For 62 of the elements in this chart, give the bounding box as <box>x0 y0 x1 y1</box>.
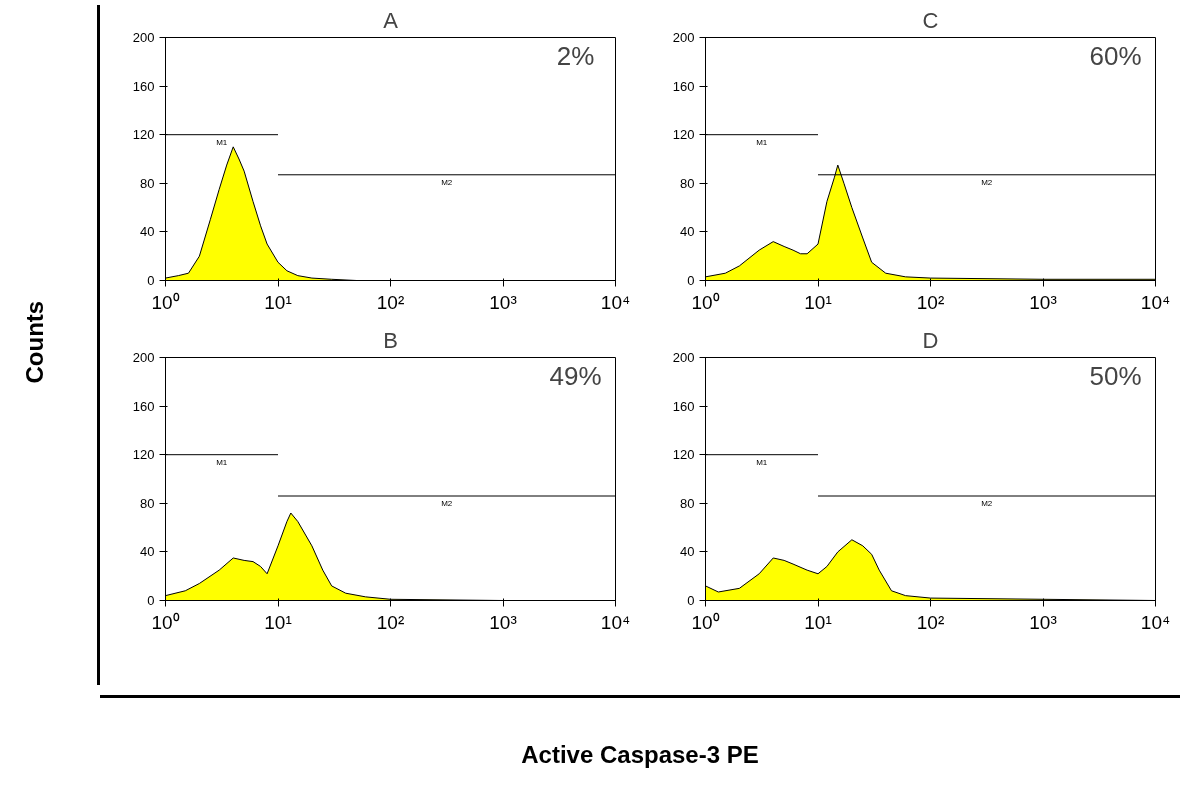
y-tick-label: 40 <box>680 544 695 560</box>
y-tick-label: 120 <box>132 127 155 143</box>
y-tick-label: 0 <box>147 273 155 288</box>
series-label: M1 <box>216 457 228 467</box>
y-tick-label: 200 <box>672 350 695 365</box>
x-tick-label: 10¹ <box>804 611 832 633</box>
chart-title: D <box>922 327 939 353</box>
y-tick-label: 40 <box>140 224 155 240</box>
x-tick-label: 10¹ <box>804 291 832 313</box>
x-tick-label: 10³ <box>1029 611 1057 633</box>
y-tick-label: 200 <box>132 30 155 45</box>
x-tick-label: 10⁰ <box>691 611 720 633</box>
series-label: M2 <box>441 177 453 187</box>
x-tick-label: 10⁰ <box>151 291 180 313</box>
y-tick-label: 160 <box>132 398 155 414</box>
x-tick-label: 10² <box>376 611 405 633</box>
x-tick-label: 10² <box>916 611 945 633</box>
y-tick-label: 120 <box>672 447 695 463</box>
series-label: M1 <box>756 457 768 467</box>
y-tick-label: 40 <box>140 544 155 560</box>
annotation: 60% <box>1089 40 1142 71</box>
chart-title: C <box>922 7 939 33</box>
y-tick-label: 80 <box>140 495 155 511</box>
y-tick-label: 120 <box>672 127 695 143</box>
text: Counts <box>19 299 49 386</box>
x-tick-label: 10¹ <box>264 291 292 313</box>
series-label: M2 <box>981 499 993 509</box>
series-label: M2 <box>441 499 453 509</box>
annotation: 2% <box>556 40 595 71</box>
series-label: M2 <box>981 177 993 187</box>
text: Active Caspase-3 PE <box>100 695 1180 785</box>
x-tick-label: 10² <box>376 291 405 313</box>
y-tick-label: 160 <box>672 398 695 414</box>
y-tick-label: 200 <box>132 350 155 365</box>
x-tick-label: 10⁰ <box>691 291 720 313</box>
y-tick-label: 0 <box>687 593 695 608</box>
y-tick-label: 160 <box>132 78 155 94</box>
x-tick-label: 10⁴ <box>600 291 631 313</box>
y-tick-label: 200 <box>672 30 695 45</box>
y-tick-label: 80 <box>680 175 695 191</box>
y-tick-label: 160 <box>672 78 695 94</box>
series-label: M1 <box>216 137 228 147</box>
y-tick-label: 120 <box>132 447 155 463</box>
y-tick-label: 80 <box>140 175 155 191</box>
y-tick-label: 80 <box>680 495 695 511</box>
x-tick-label: 10³ <box>489 611 517 633</box>
series-label: M1 <box>756 137 768 147</box>
x-tick-label: 10⁴ <box>1140 291 1171 313</box>
x-tick-label: 10⁴ <box>600 611 631 633</box>
x-tick-label: 10³ <box>1029 291 1057 313</box>
x-tick-label: 10¹ <box>264 611 292 633</box>
y-tick-label: 40 <box>680 224 695 240</box>
x-tick-label: 10⁰ <box>151 611 180 633</box>
y-tick-label: 0 <box>687 273 695 288</box>
x-tick-label: 10² <box>916 291 945 313</box>
x-tick-label: 10⁴ <box>1140 611 1171 633</box>
chart-title: A <box>383 7 399 33</box>
annotation: 50% <box>1089 360 1142 391</box>
annotation: 49% <box>549 360 602 391</box>
y-tick-label: 0 <box>147 593 155 608</box>
x-tick-label: 10³ <box>489 291 517 313</box>
chart-title: B <box>383 327 398 353</box>
